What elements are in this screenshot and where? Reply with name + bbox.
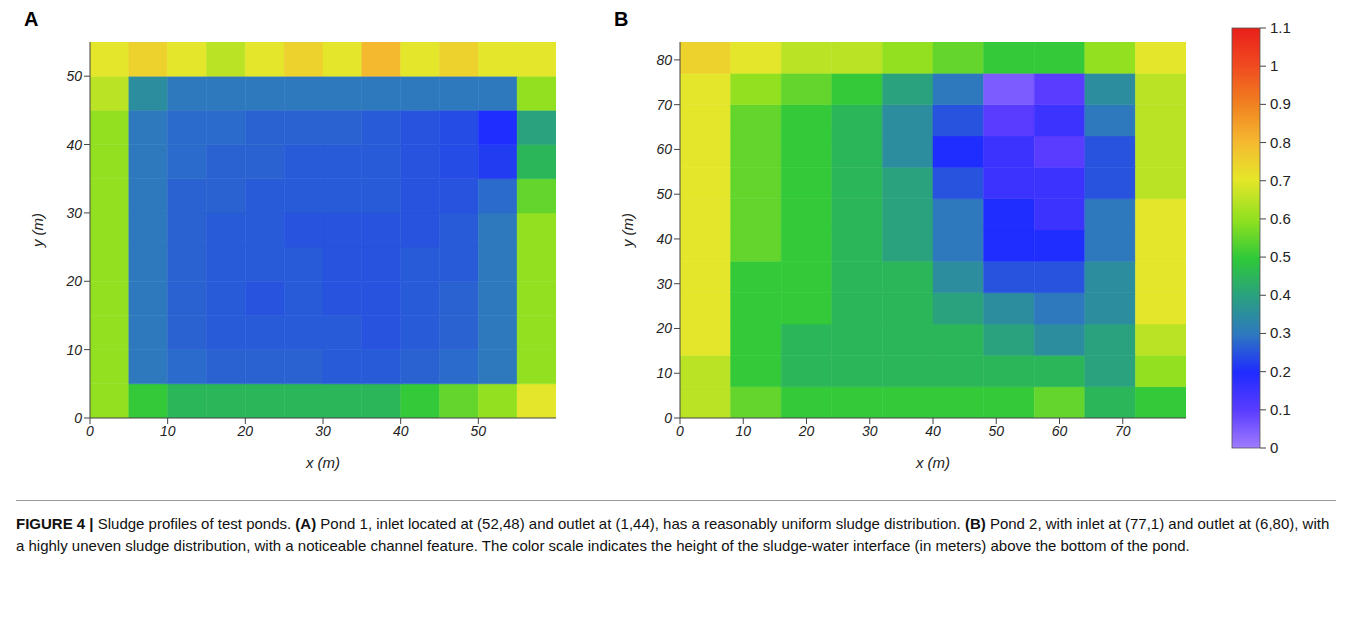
svg-text:0.3: 0.3 — [1270, 324, 1291, 341]
svg-text:70: 70 — [656, 97, 672, 113]
svg-text:0.1: 0.1 — [1270, 401, 1291, 418]
svg-text:20: 20 — [798, 423, 815, 439]
svg-text:70: 70 — [1115, 423, 1131, 439]
svg-text:40: 40 — [66, 137, 82, 153]
svg-text:80: 80 — [656, 52, 672, 68]
svg-text:x (m): x (m) — [305, 454, 340, 471]
svg-text:0: 0 — [1270, 439, 1278, 456]
svg-text:40: 40 — [925, 423, 941, 439]
svg-text:1: 1 — [1270, 57, 1278, 74]
svg-text:30: 30 — [862, 423, 878, 439]
svg-text:0: 0 — [74, 410, 82, 426]
svg-text:0.5: 0.5 — [1270, 248, 1291, 265]
svg-text:30: 30 — [66, 205, 82, 221]
svg-text:20: 20 — [655, 320, 672, 336]
svg-text:10: 10 — [656, 365, 672, 381]
svg-text:0.2: 0.2 — [1270, 363, 1291, 380]
svg-text:10: 10 — [735, 423, 751, 439]
svg-text:50: 50 — [656, 186, 672, 202]
svg-text:0.4: 0.4 — [1270, 286, 1291, 303]
svg-text:y (m): y (m) — [29, 213, 46, 248]
html-text:B: B — [614, 8, 629, 30]
svg-text:40: 40 — [393, 423, 409, 439]
svg-text:10: 10 — [160, 423, 176, 439]
svg-text:60: 60 — [656, 141, 672, 157]
svg-text:50: 50 — [471, 423, 487, 439]
html-text:FIGURE 4 | Sludge profiles of: FIGURE 4 | Sludge profiles of test ponds… — [16, 515, 1330, 554]
svg-text:50: 50 — [66, 68, 82, 84]
svg-text:0.7: 0.7 — [1270, 172, 1291, 189]
svg-text:0: 0 — [664, 410, 672, 426]
svg-text:40: 40 — [656, 231, 672, 247]
svg-text:0.6: 0.6 — [1270, 210, 1291, 227]
svg-text:0.8: 0.8 — [1270, 134, 1291, 151]
svg-text:y (m): y (m) — [619, 213, 636, 248]
svg-text:60: 60 — [1052, 423, 1068, 439]
svg-text:30: 30 — [315, 423, 331, 439]
svg-text:0.9: 0.9 — [1270, 95, 1291, 112]
svg-text:0: 0 — [86, 423, 94, 439]
svg-text:30: 30 — [656, 276, 672, 292]
svg-text:10: 10 — [66, 342, 82, 358]
svg-text:0: 0 — [676, 423, 684, 439]
svg-text:x (m): x (m) — [915, 454, 950, 471]
svg-text:20: 20 — [237, 423, 254, 439]
svg-text:20: 20 — [65, 273, 82, 289]
html-text:A: A — [24, 8, 39, 30]
svg-text:50: 50 — [988, 423, 1004, 439]
svg-text:1.1: 1.1 — [1270, 19, 1291, 36]
